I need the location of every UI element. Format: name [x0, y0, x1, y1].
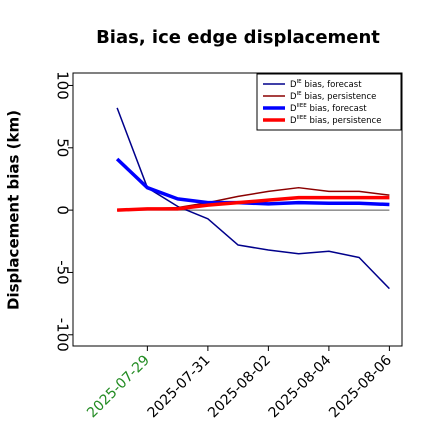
y-tick-label: -50	[54, 260, 72, 285]
legend-label-rest: bias, persistence	[302, 92, 377, 102]
series-line	[116, 107, 390, 290]
x-tick-label: 2025-08-04	[266, 352, 335, 421]
plot-frame	[72, 72, 403, 347]
legend-label-sup: IIEE	[297, 115, 308, 121]
legend-label: DIE bias, forecast	[290, 79, 362, 90]
legend-label: DIIEE bias, forecast	[290, 103, 367, 114]
legend-label: DIIEE bias, persistence	[290, 115, 381, 126]
legend-label-base: D	[290, 92, 297, 102]
x-tick-label: 2025-08-06	[326, 352, 395, 421]
legend-label-rest: bias, forecast	[307, 104, 368, 114]
legend-label-sup: IIEE	[297, 103, 308, 109]
legend-label: DIE bias, persistence	[290, 91, 376, 102]
x-tick-label: 2025-07-31	[145, 352, 214, 421]
y-axis-label: Displacement bias (km)	[5, 110, 23, 310]
y-tick-label: -100	[54, 318, 72, 352]
y-tick-label: 0	[54, 205, 72, 215]
x-tick-label: 2025-07-29	[84, 352, 153, 421]
legend-label-rest: bias, persistence	[307, 116, 382, 126]
legend-label-base: D	[290, 104, 297, 114]
series-line	[115, 157, 390, 207]
legend-label-rest: bias, forecast	[302, 80, 363, 90]
x-tick-label: 2025-08-02	[205, 352, 274, 421]
legend-label-base: D	[290, 80, 297, 90]
series-line	[117, 195, 390, 212]
y-tick-label: 50	[54, 138, 72, 157]
legend-label-sup: IE	[297, 91, 303, 97]
legend-label-sup: IE	[297, 79, 303, 85]
chart-title: Bias, ice edge displacement	[96, 27, 380, 48]
legend-label-base: D	[290, 116, 297, 126]
y-tick-label: 100	[54, 71, 72, 100]
